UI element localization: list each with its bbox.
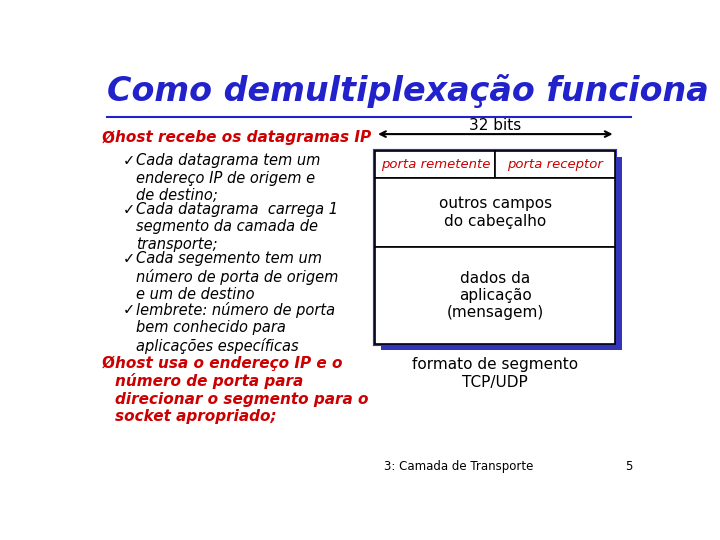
Bar (375, 151, 616, 343)
Bar (375, 151, 495, 178)
Text: Como demultiplexação funciona: Como demultiplexação funciona (107, 74, 708, 108)
Text: 5: 5 (625, 460, 632, 473)
Bar (375, 178, 616, 247)
Text: Cada datagrama  carrega 1
segmento da camada de
transporte;: Cada datagrama carrega 1 segmento da cam… (137, 202, 338, 252)
Bar (495, 151, 616, 178)
Text: Cada segemento tem um
número de porta de origem
e um de destino: Cada segemento tem um número de porta de… (137, 251, 339, 302)
Text: porta receptor: porta receptor (508, 158, 603, 171)
Text: Ø: Ø (102, 356, 114, 371)
Text: outros campos
do cabeçalho: outros campos do cabeçalho (438, 197, 552, 229)
Text: ✓: ✓ (122, 251, 135, 266)
Text: 32 bits: 32 bits (469, 118, 521, 132)
Text: ✓: ✓ (122, 202, 135, 217)
Text: host usa o endereço IP e o
número de porta para
direcionar o segmento para o
soc: host usa o endereço IP e o número de por… (114, 356, 369, 424)
Bar (382, 157, 621, 350)
Text: Cada datagrama tem um
endereço IP de origem e
de destino;: Cada datagrama tem um endereço IP de ori… (137, 153, 321, 203)
Text: host recebe os datagramas IP: host recebe os datagramas IP (114, 130, 371, 145)
Text: formato de segmento
TCP/UDP: formato de segmento TCP/UDP (413, 357, 578, 390)
Text: porta remetente: porta remetente (381, 158, 490, 171)
Text: ✓: ✓ (122, 153, 135, 168)
Text: ✓: ✓ (122, 302, 135, 317)
Text: 3: Camada de Transporte: 3: Camada de Transporte (384, 460, 534, 473)
Text: lembrete: número de porta
bem conhecido para
aplicações específicas: lembrete: número de porta bem conhecido … (137, 302, 336, 354)
Bar (375, 247, 616, 343)
Text: dados da
aplicação
(mensagem): dados da aplicação (mensagem) (446, 271, 544, 320)
Text: Ø: Ø (102, 130, 114, 145)
